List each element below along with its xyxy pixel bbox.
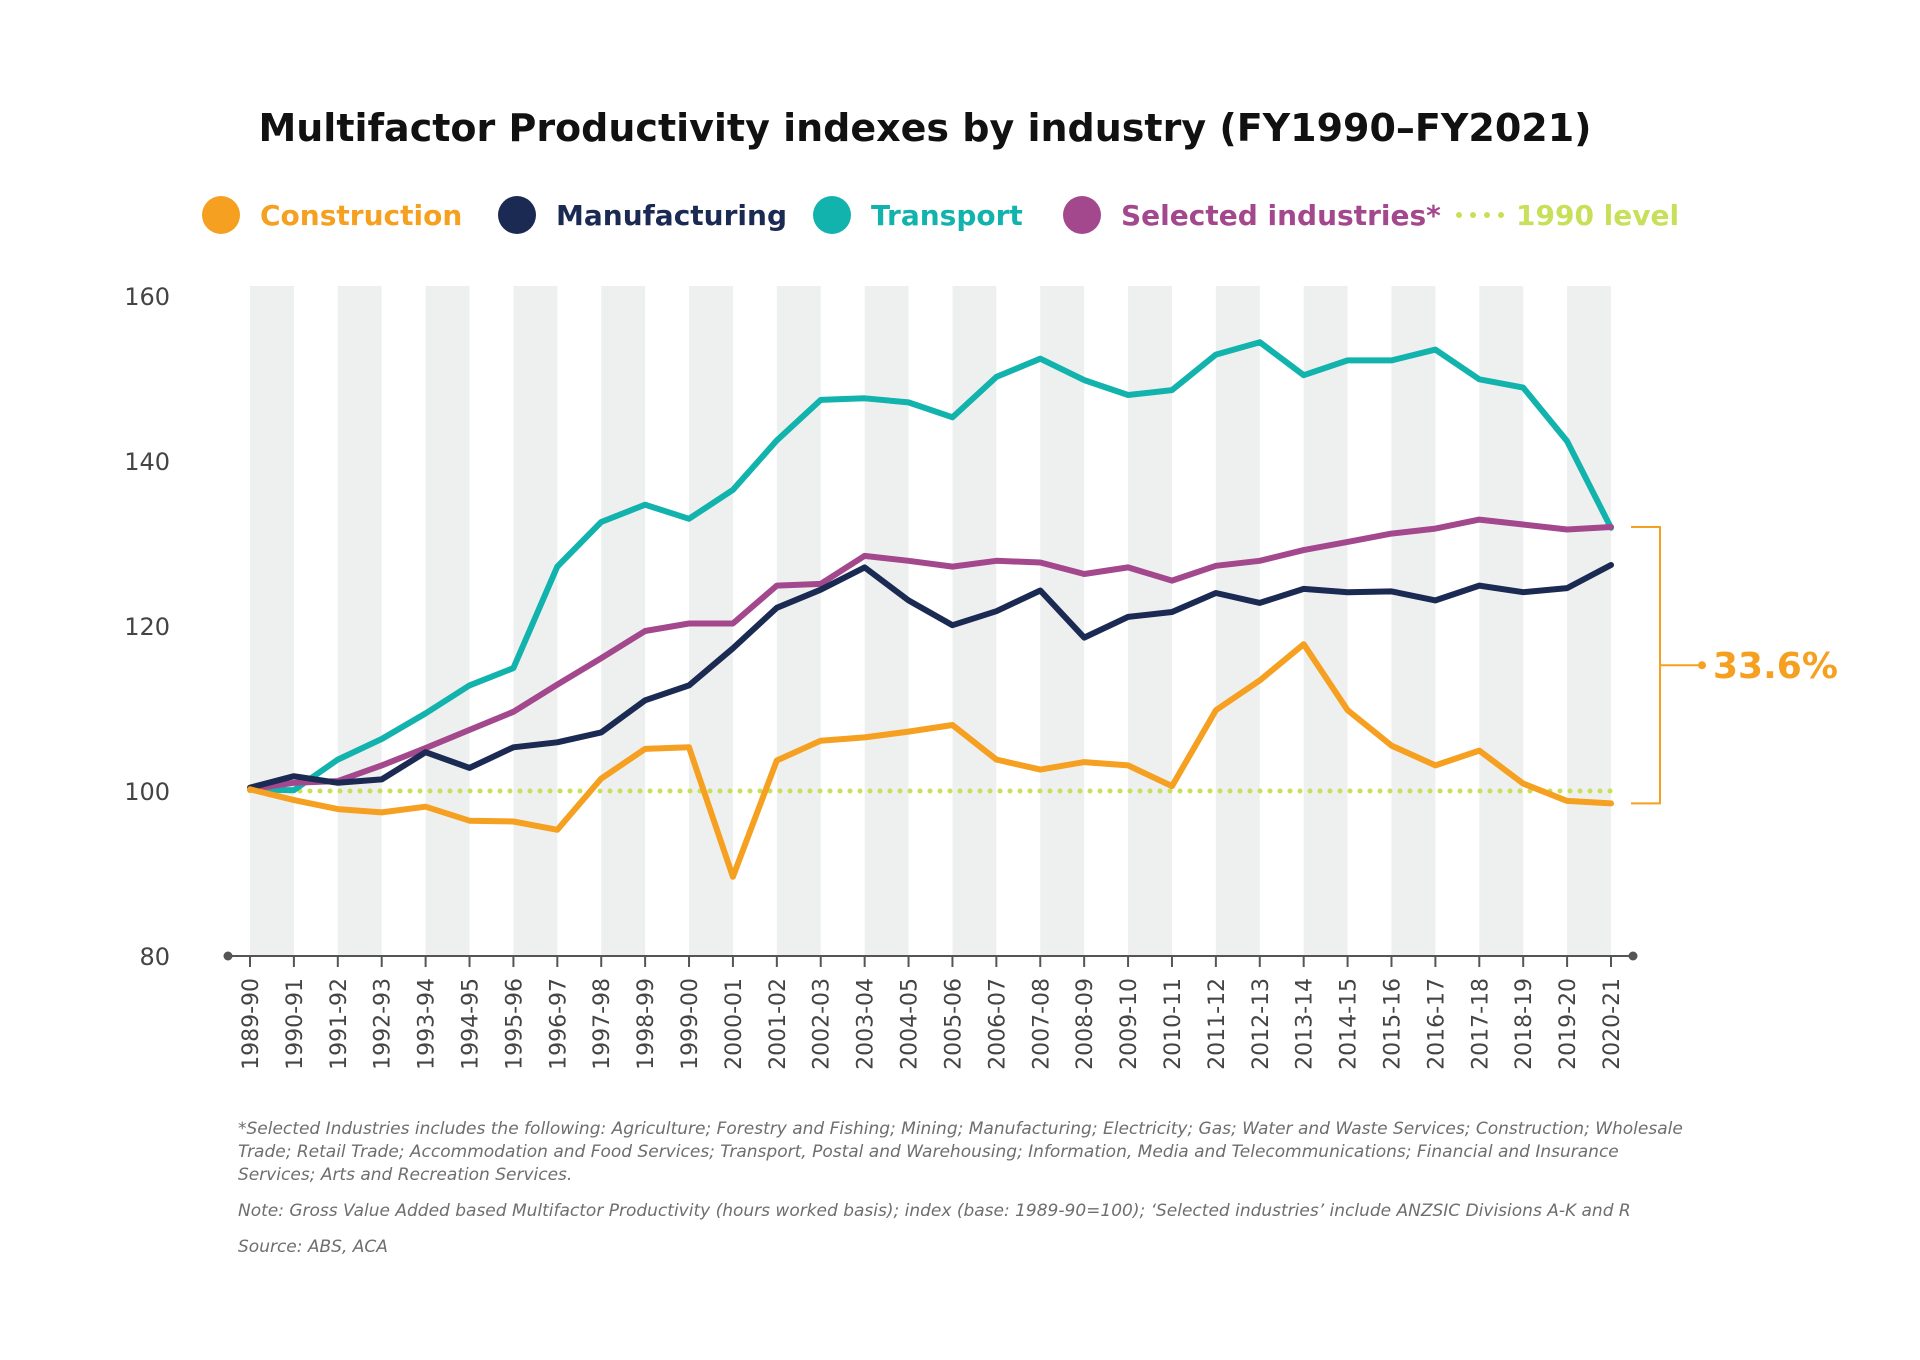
bg-band	[425, 286, 470, 956]
x-axis-start-cap	[223, 951, 233, 961]
annotation-dot	[1698, 661, 1706, 670]
bg-band	[250, 286, 294, 956]
footnote-note: Note: Gross Value Added based Multifacto…	[238, 1201, 1631, 1221]
chart-title: Multifactor Productivity indexes by indu…	[258, 106, 1592, 150]
bg-band	[1040, 286, 1085, 956]
x-tick-label: 2009-10	[1117, 978, 1142, 1070]
footnotes: *Selected Industries includes the follow…	[238, 1118, 1688, 1272]
legend-swatch-baseline	[1456, 212, 1504, 218]
bg-band	[1215, 286, 1260, 956]
x-tick-label: 1994-95	[459, 978, 484, 1070]
footnote-selected-industries: *Selected Industries includes the follow…	[238, 1119, 1683, 1185]
legend-swatch-manufacturing	[498, 196, 536, 234]
x-tick-label: 2001-02	[766, 978, 791, 1070]
x-tick-label: 2011-12	[1205, 978, 1230, 1070]
x-tick-label: 1997-98	[590, 978, 615, 1070]
legend-item-selected: Selected industries*	[1063, 190, 1441, 240]
x-tick-label: 2005-06	[941, 978, 966, 1070]
legend-item-baseline: 1990 level	[1456, 190, 1679, 240]
footnote-source: Source: ABS, ACA	[238, 1237, 388, 1257]
x-axis-end-cap	[1628, 951, 1638, 961]
x-tick-label: 2013-14	[1293, 978, 1318, 1070]
series-line-transport	[247, 339, 1614, 794]
legend-swatch-construction	[202, 196, 240, 234]
y-tick-label: 140	[124, 448, 170, 476]
series-line-selected	[247, 516, 1614, 793]
legend-item-transport: Transport	[813, 190, 1023, 240]
legend-label-construction: Construction	[260, 198, 463, 232]
bg-band	[1479, 286, 1524, 956]
legend-label-selected: Selected industries*	[1121, 198, 1441, 232]
legend-label-manufacturing: Manufacturing	[556, 198, 787, 232]
x-tick-label: 2020-21	[1600, 978, 1625, 1070]
bg-band	[1391, 286, 1436, 956]
legend-swatch-transport	[813, 196, 851, 234]
x-tick-label: 2000-01	[722, 978, 747, 1070]
x-tick-label: 2004-05	[898, 978, 923, 1070]
legend-item-construction: Construction	[202, 190, 462, 240]
x-tick-label: 2012-13	[1249, 978, 1274, 1070]
x-tick-label: 1991-92	[327, 978, 352, 1070]
x-tick-label: 2010-11	[1161, 978, 1186, 1070]
x-tick-label: 2015-16	[1380, 978, 1405, 1070]
x-tick-label: 1998-99	[634, 978, 659, 1070]
bg-band	[776, 286, 821, 956]
x-tick-label: 2019-20	[1556, 978, 1581, 1070]
x-tick-label: 1992-93	[371, 978, 396, 1070]
bg-band	[337, 286, 382, 956]
bg-band	[1567, 286, 1611, 956]
x-tick-label: 1993-94	[415, 978, 440, 1070]
legend-item-manufacturing: Manufacturing	[498, 190, 787, 240]
bg-band	[1303, 286, 1348, 956]
line-chart: 80 100 120 140 160 1989-90 1990-91 1991-92 1992-…	[124, 283, 1838, 1070]
legend: Construction Manufacturing Transport Sel…	[0, 190, 1920, 240]
x-tick-label: 1999-00	[678, 978, 703, 1070]
x-tick-label: 2014-15	[1337, 978, 1362, 1070]
x-tick-label: 2002-03	[810, 978, 835, 1070]
y-tick-label: 100	[124, 778, 170, 806]
bg-band	[864, 286, 909, 956]
y-tick-label: 160	[124, 283, 170, 311]
x-tick-label: 1996-97	[546, 978, 571, 1070]
x-tick-label: 2008-09	[1073, 978, 1098, 1070]
bg-band	[601, 286, 646, 956]
x-tick-label: 2017-18	[1468, 978, 1493, 1070]
y-tick-label: 80	[139, 943, 170, 971]
annotation-label: 33.6%	[1713, 646, 1838, 687]
x-tick-label: 2003-04	[854, 978, 879, 1070]
x-tick-label: 1995-96	[502, 978, 527, 1070]
x-tick-label: 2006-07	[985, 978, 1010, 1070]
x-tick-label: 2016-17	[1424, 978, 1449, 1070]
legend-label-baseline: 1990 level	[1516, 198, 1680, 232]
x-tick-label: 2007-08	[1029, 978, 1054, 1070]
legend-swatch-selected	[1063, 196, 1101, 234]
y-tick-label: 120	[124, 613, 170, 641]
x-tick-label: 2018-19	[1512, 978, 1537, 1070]
x-tick-label: 1989-90	[239, 978, 264, 1070]
x-tick-label: 1990-91	[283, 978, 308, 1070]
bg-band	[1128, 286, 1172, 956]
series-line-construction	[247, 641, 1614, 880]
series-line-manufacturing	[247, 562, 1614, 791]
legend-label-transport: Transport	[871, 198, 1023, 232]
annotation-bracket	[1631, 526, 1661, 805]
